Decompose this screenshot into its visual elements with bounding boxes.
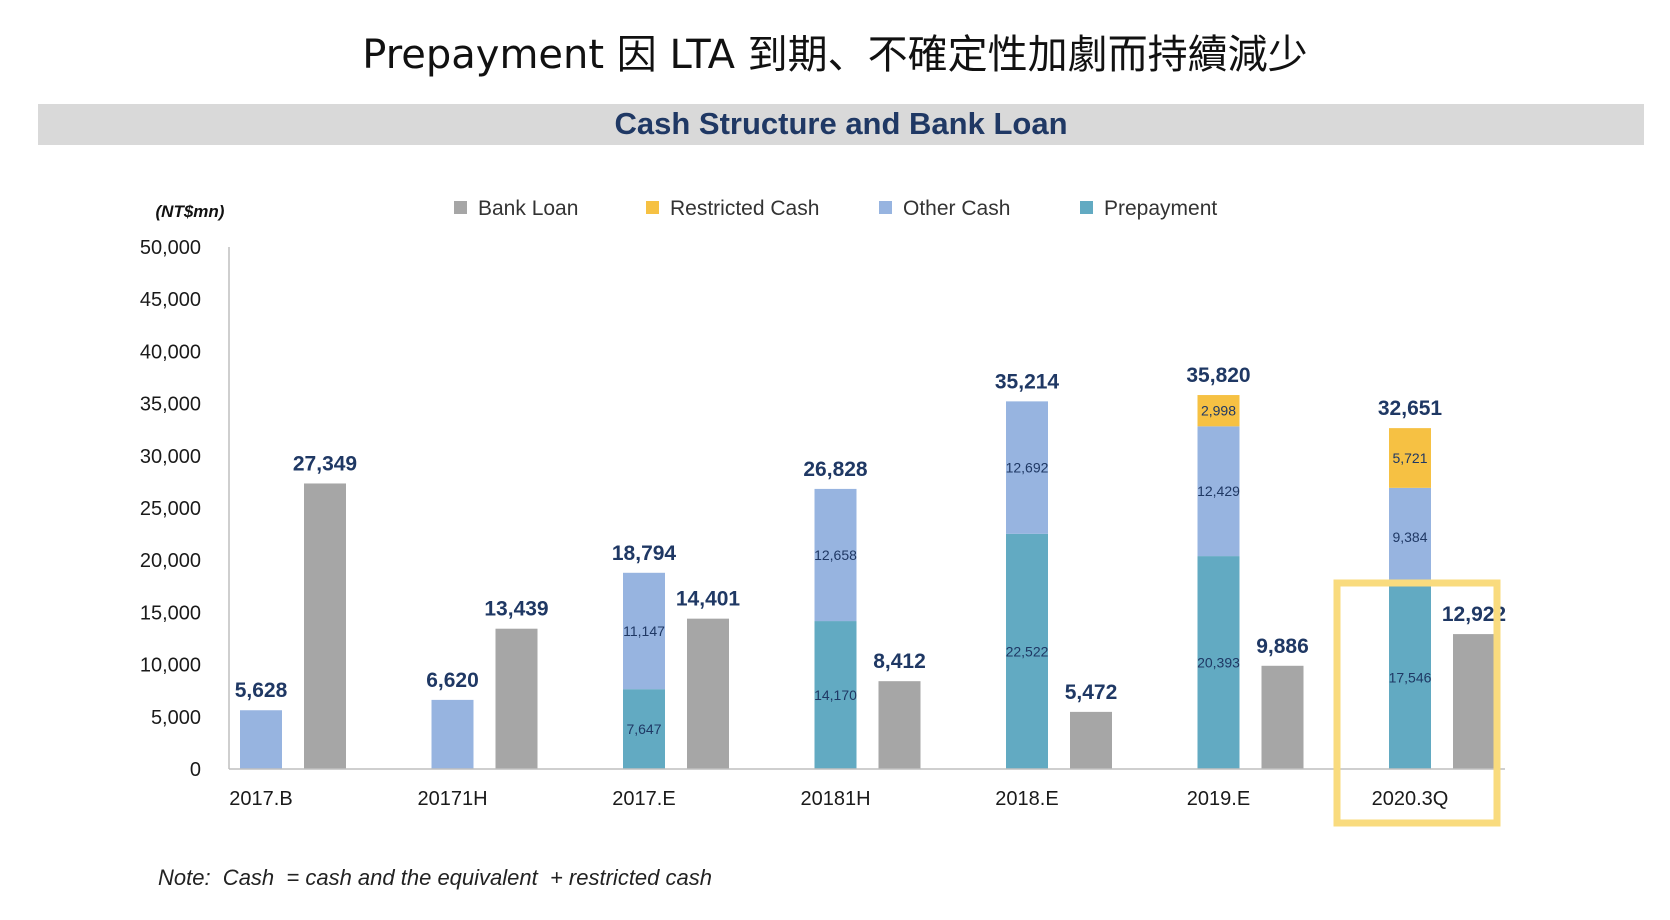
bank-loan-bar [878,681,921,769]
x-tick-label: 2017.B [229,788,292,810]
bank-loan-value-label: 14,401 [676,588,741,611]
other-cash-bar [1389,487,1431,586]
cash-total-label: 18,794 [612,542,677,565]
cash-total-label: 32,651 [1378,397,1443,420]
x-tick-label: 20171H [417,788,487,810]
page-title: Prepayment 因 LTA 到期、不確定性加劇而持續減少 [362,32,1308,78]
prepayment-bar [1006,533,1048,769]
legend-label-prepayment: Prepayment [1104,197,1217,220]
restricted-cash-bar [1197,395,1240,427]
y-tick-label: 25,000 [140,498,201,520]
y-unit-label: (NT$mn) [156,202,225,221]
footnote: Note: Cash = cash and the equivalent + r… [158,865,712,890]
bank-loan-bar [687,618,729,769]
prepayment-value-label: 17,546 [1389,669,1432,685]
y-tick-label: 45,000 [140,289,201,311]
y-tick-label: 35,000 [140,394,201,416]
bank-loan-bar [495,628,538,769]
legend-label-restricted-cash: Restricted Cash [670,197,819,220]
other-cash-value-label: 12,658 [814,547,857,563]
legend-swatch-prepayment [1080,201,1093,214]
legend-label-bank-loan: Bank Loan [478,197,578,220]
bank-loan-bar [1453,634,1495,769]
x-tick-label: 20181H [800,788,870,810]
bank-loan-bar [304,483,346,769]
bank-loan-value-label: 27,349 [293,452,357,475]
x-tick-label: 2019.E [1187,788,1250,810]
x-tick-label: 2020.3Q [1372,788,1449,810]
bank-loan-value-label: 5,472 [1065,681,1118,704]
bank-loan-value-label: 8,412 [873,650,926,673]
prepayment-value-label: 22,522 [1006,643,1049,659]
other-cash-bar [1006,401,1048,534]
y-tick-label: 20,000 [140,550,201,572]
chart-title: Cash Structure and Bank Loan [614,106,1068,141]
prepayment-value-label: 20,393 [1197,655,1240,671]
chart-title-band: Cash Structure and Bank Loan [38,104,1644,145]
highlight-box [1333,579,1501,827]
other-cash-bar [814,488,857,622]
bank-loan-value-label: 12,922 [1442,603,1506,626]
x-tick-label: 2017.E [612,788,675,810]
y-tick-label: 40,000 [140,341,201,363]
prepayment-value-label: 7,647 [626,721,661,737]
cash-total-label: 6,620 [426,669,479,692]
other-cash-bar [1197,426,1240,557]
bank-loan-bar [1261,665,1304,769]
legend-label-other-cash: Other Cash [903,197,1010,220]
prepayment-bar [814,621,857,769]
y-tick-label: 50,000 [140,237,201,259]
legend-swatch-other-cash [879,201,892,214]
other-cash-bar [623,572,665,690]
bank-loan-bar [1070,711,1112,769]
bank-loan-value-label: 13,439 [484,598,548,621]
bank-loan-value-label: 9,886 [1256,635,1309,658]
other-cash-value-label: 12,692 [1006,460,1049,476]
y-tick-label: 15,000 [140,602,201,624]
prepayment-bar [1197,556,1240,769]
cash-total-label: 5,628 [235,679,288,702]
legend-swatch-restricted-cash [646,201,659,214]
other-cash-bar [240,710,282,769]
cash-total-label: 35,214 [995,370,1060,393]
other-cash-value-label: 9,384 [1392,529,1427,545]
restricted-cash-bar [1389,428,1431,488]
restricted-cash-value-label: 5,721 [1392,450,1427,466]
x-tick-label: 2018.E [995,788,1058,810]
cash-total-label: 35,820 [1186,364,1250,387]
prepayment-value-label: 14,170 [814,687,857,703]
other-cash-bar [431,699,474,769]
other-cash-value-label: 12,429 [1197,483,1240,499]
other-cash-value-label: 11,147 [623,623,665,639]
y-tick-label: 10,000 [140,655,201,677]
y-tick-label: 5,000 [151,707,201,729]
prepayment-bar [1389,585,1431,769]
restricted-cash-value-label: 2,998 [1201,403,1236,419]
cash-total-label: 26,828 [803,458,868,481]
prepayment-bar [623,689,665,769]
legend-swatch-bank-loan [454,201,467,214]
y-tick-label: 30,000 [140,446,201,468]
y-tick-label: 0 [190,759,201,781]
